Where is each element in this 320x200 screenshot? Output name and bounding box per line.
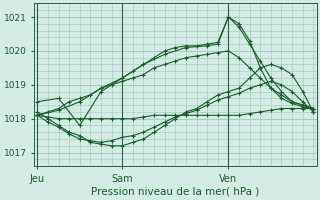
X-axis label: Pression niveau de la mer( hPa ): Pression niveau de la mer( hPa ) (91, 187, 260, 197)
